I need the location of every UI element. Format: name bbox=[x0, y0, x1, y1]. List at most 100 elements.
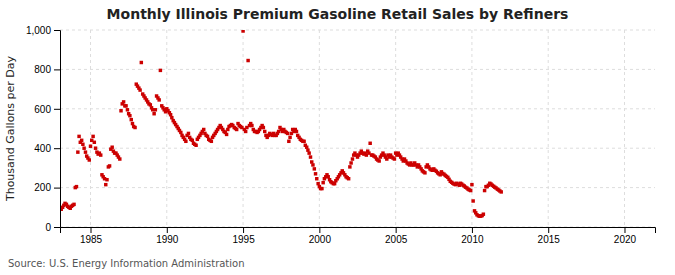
point bbox=[326, 175, 329, 178]
point bbox=[306, 148, 309, 151]
grid-line-x bbox=[471, 30, 472, 227]
x-tick-mark bbox=[243, 227, 244, 233]
point bbox=[191, 139, 194, 142]
point bbox=[76, 150, 79, 153]
grid-line-y bbox=[60, 148, 655, 149]
point bbox=[499, 190, 502, 193]
x-tick-label: 2020 bbox=[614, 234, 637, 245]
x-axis: 19851990199520002005201020152020 bbox=[61, 227, 656, 245]
point bbox=[84, 150, 87, 153]
y-tick-mark bbox=[54, 148, 60, 149]
x-tick: 2010 bbox=[461, 227, 484, 245]
point bbox=[349, 161, 352, 164]
point bbox=[169, 113, 172, 116]
point bbox=[210, 140, 213, 143]
point bbox=[309, 155, 312, 158]
grid-line-x bbox=[90, 30, 91, 227]
point bbox=[225, 133, 228, 136]
point bbox=[314, 172, 317, 175]
point bbox=[187, 132, 190, 135]
point bbox=[316, 182, 319, 185]
point bbox=[423, 171, 426, 174]
x-tick: 2015 bbox=[538, 227, 561, 245]
y-tick: 800 bbox=[34, 64, 60, 75]
point bbox=[347, 177, 350, 180]
y-tick-label: 200 bbox=[34, 182, 51, 193]
point bbox=[250, 124, 253, 127]
point bbox=[241, 30, 244, 33]
y-tick-mark bbox=[54, 227, 60, 228]
point bbox=[110, 145, 113, 148]
point bbox=[72, 203, 75, 206]
point bbox=[393, 157, 396, 160]
x-tick-label: 2015 bbox=[538, 234, 561, 245]
point bbox=[483, 189, 486, 192]
point bbox=[108, 164, 111, 167]
point bbox=[119, 109, 122, 112]
x-tick-label: 2000 bbox=[309, 234, 332, 245]
x-tick-label: 1990 bbox=[156, 234, 179, 245]
x-tick: 2020 bbox=[614, 227, 637, 245]
point bbox=[131, 122, 134, 125]
point bbox=[88, 158, 91, 161]
point bbox=[138, 88, 141, 91]
y-tick: 600 bbox=[34, 104, 60, 115]
x-tick-mark bbox=[396, 227, 397, 233]
x-tick-mark bbox=[319, 227, 320, 233]
points bbox=[60, 30, 503, 218]
point bbox=[333, 182, 336, 185]
point bbox=[122, 100, 125, 103]
y-tick-label: 400 bbox=[34, 143, 51, 154]
point bbox=[159, 69, 162, 72]
grid-line-y bbox=[60, 69, 655, 70]
point bbox=[77, 135, 80, 138]
point bbox=[226, 128, 229, 131]
point bbox=[81, 143, 84, 146]
point bbox=[313, 167, 316, 170]
point bbox=[93, 141, 96, 144]
y-axis-label: Thousand Gallons per Day bbox=[4, 55, 17, 202]
grid-line-y bbox=[60, 108, 655, 109]
y-tick: 0 bbox=[45, 222, 60, 233]
point bbox=[311, 163, 314, 166]
x-tick-mark bbox=[548, 227, 549, 233]
chart-container: 1985199019952000200520102015202002004006… bbox=[0, 0, 675, 275]
x-tick: 2000 bbox=[309, 227, 332, 245]
point bbox=[286, 132, 289, 135]
point bbox=[246, 59, 249, 62]
title: Monthly Illinois Premium Gasoline Retail… bbox=[107, 6, 569, 22]
y-tick-mark bbox=[54, 188, 60, 189]
point bbox=[170, 116, 173, 119]
point bbox=[104, 183, 107, 186]
point bbox=[154, 108, 157, 111]
grid-line-y bbox=[60, 187, 655, 188]
x-tick-mark bbox=[167, 227, 168, 233]
point bbox=[118, 157, 121, 160]
point bbox=[302, 140, 305, 143]
point bbox=[469, 189, 472, 192]
point bbox=[470, 183, 473, 186]
point bbox=[307, 151, 310, 154]
grid-line-x bbox=[624, 30, 625, 227]
chart-svg: 1985199019952000200520102015202002004006… bbox=[0, 0, 675, 275]
point bbox=[94, 146, 97, 149]
grid-line-x bbox=[395, 30, 396, 227]
point bbox=[124, 104, 127, 107]
point bbox=[305, 145, 308, 148]
plot-area: 1985199019952000200520102015202002004006… bbox=[26, 25, 656, 245]
point bbox=[471, 199, 474, 202]
point bbox=[149, 103, 152, 106]
grid bbox=[60, 30, 655, 227]
x-tick: 1990 bbox=[156, 227, 179, 245]
point bbox=[157, 98, 160, 101]
y-tick-mark bbox=[54, 69, 60, 70]
point bbox=[130, 118, 133, 121]
y-axis: 02004006008001,000 bbox=[26, 25, 61, 233]
point bbox=[482, 212, 485, 215]
y-tick-mark bbox=[54, 30, 60, 31]
point bbox=[89, 144, 92, 147]
point bbox=[91, 135, 94, 138]
point bbox=[105, 178, 108, 181]
x-tick: 2005 bbox=[385, 227, 408, 245]
point bbox=[75, 185, 78, 188]
